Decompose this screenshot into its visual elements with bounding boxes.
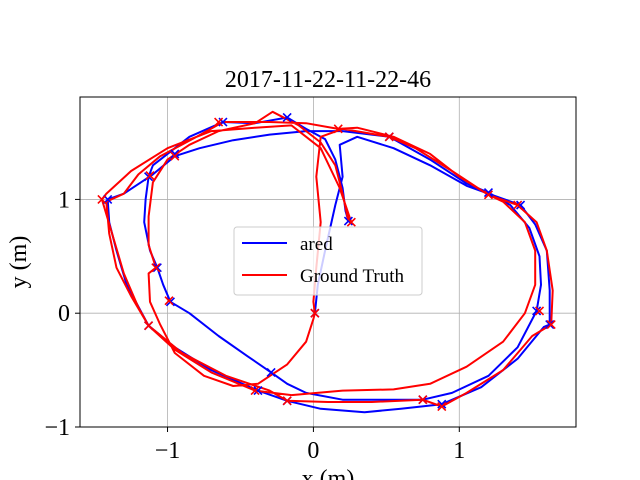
- y-tick-label: 0: [58, 301, 70, 327]
- marker-ared: [266, 367, 276, 377]
- marker-ground-truth: [170, 151, 180, 161]
- marker-ground-truth: [384, 132, 394, 142]
- marker-ground-truth: [164, 296, 174, 306]
- marker-ared: [253, 386, 263, 396]
- marker-ared: [152, 263, 162, 273]
- x-tick-label: 1: [453, 438, 465, 464]
- x-tick-label: 0: [307, 438, 319, 464]
- marker-ared: [282, 112, 292, 123]
- legend-label-ared: ared: [300, 234, 333, 255]
- marker-ground-truth: [282, 396, 292, 406]
- marker-ground-truth: [418, 395, 428, 405]
- marker-ared: [170, 149, 180, 159]
- y-tick-label: −1: [44, 415, 70, 441]
- marker-ground-truth: [143, 321, 154, 331]
- x-tick-label: −1: [155, 438, 181, 464]
- marker-ground-truth: [145, 170, 155, 181]
- marker-ared: [532, 306, 542, 316]
- chart-title: 2017-11-22-11-22-46: [225, 67, 431, 93]
- marker-ground-truth: [214, 117, 224, 127]
- marker-ared: [483, 188, 494, 198]
- legend-label-ground-truth: Ground Truth: [300, 266, 404, 287]
- axis-ticks: −1 0 1 −1 0 1: [44, 187, 465, 464]
- marker-ground-truth: [333, 124, 343, 134]
- marker-ground-truth: [346, 217, 356, 227]
- marker-ground-truth: [151, 263, 161, 273]
- y-tick-label: 1: [58, 187, 70, 213]
- marker-ared: [437, 399, 447, 409]
- marker-ground-truth: [250, 386, 260, 396]
- marker-ground-truth: [513, 200, 523, 210]
- marker-ground-truth: [483, 190, 494, 200]
- marker-ground-truth: [546, 320, 556, 330]
- marker-ared: [545, 320, 555, 330]
- series-line-ground-truth: [100, 110, 554, 408]
- marker-ground-truth: [437, 401, 447, 412]
- marker-ground-truth: [97, 194, 107, 204]
- plot-area: [97, 110, 556, 414]
- marker-ared: [515, 200, 526, 210]
- marker-ared: [343, 216, 353, 226]
- legend: ared Ground Truth: [233, 226, 423, 296]
- x-axis-label: x (m): [302, 466, 355, 480]
- plot-frame: [79, 96, 577, 428]
- marker-ground-truth: [310, 308, 320, 318]
- y-axis-label: y (m): [6, 236, 32, 289]
- marker-ground-truth: [534, 306, 545, 316]
